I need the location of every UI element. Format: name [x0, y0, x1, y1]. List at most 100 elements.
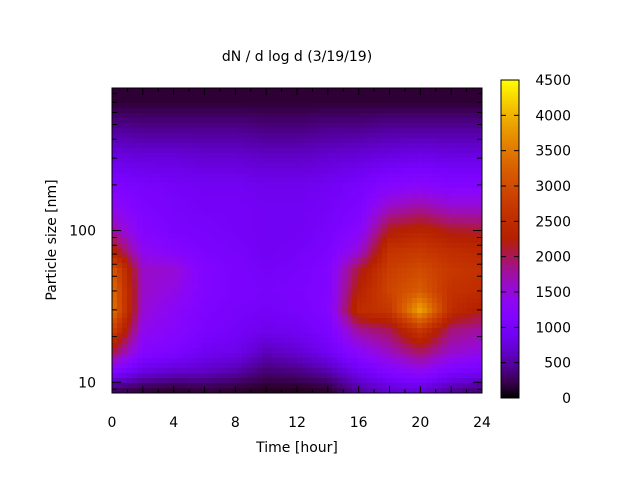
heatmap-cell: [402, 93, 408, 99]
heatmap-cell: [272, 263, 278, 269]
heatmap-cell: [432, 223, 438, 229]
heatmap-cell: [212, 333, 218, 339]
heatmap-cell: [417, 388, 423, 393]
heatmap-cell: [302, 378, 308, 384]
heatmap-cell: [377, 368, 383, 374]
heatmap-cell: [122, 243, 128, 249]
heatmap-cell: [262, 153, 268, 159]
heatmap-cell: [237, 313, 243, 319]
heatmap-cell: [202, 223, 208, 229]
heatmap-cell: [242, 288, 248, 294]
heatmap-cell: [437, 198, 443, 204]
heatmap-cell: [222, 193, 228, 199]
heatmap-cell: [322, 283, 328, 289]
heatmap-cell: [407, 128, 413, 134]
heatmap-cell: [437, 298, 443, 304]
heatmap-cell: [452, 123, 458, 129]
heatmap-cell: [452, 378, 458, 384]
heatmap-cell: [312, 288, 318, 294]
heatmap-cell: [247, 153, 253, 159]
heatmap-cell: [462, 88, 468, 94]
heatmap-cell: [432, 373, 438, 379]
heatmap-cell: [217, 148, 223, 154]
heatmap-cell: [462, 108, 468, 114]
heatmap-cell: [317, 103, 323, 109]
heatmap-cell: [242, 108, 248, 114]
heatmap-cell: [367, 88, 373, 94]
heatmap-cell: [452, 233, 458, 239]
heatmap-cell: [352, 153, 358, 159]
heatmap-cell: [287, 303, 293, 309]
heatmap-cell: [327, 303, 333, 309]
heatmap-cell: [372, 193, 378, 199]
heatmap-cell: [392, 308, 398, 314]
heatmap-cell: [177, 193, 183, 199]
heatmap-cell: [287, 323, 293, 329]
heatmap-cell: [447, 238, 453, 244]
y-tick-label: 100: [69, 224, 96, 240]
heatmap-cell: [392, 178, 398, 184]
heatmap-cell: [312, 188, 318, 194]
heatmap-cell: [367, 178, 373, 184]
heatmap-cell: [367, 228, 373, 234]
heatmap-cell: [237, 88, 243, 94]
heatmap-cell: [407, 233, 413, 239]
heatmap-cell: [322, 108, 328, 114]
heatmap-cell: [367, 338, 373, 344]
heatmap-cell: [252, 238, 258, 244]
heatmap-cell: [452, 248, 458, 254]
heatmap-cell: [472, 113, 478, 119]
heatmap-cell: [212, 318, 218, 324]
heatmap-cell: [292, 388, 298, 393]
heatmap-cell: [387, 133, 393, 139]
heatmap-cell: [392, 363, 398, 369]
heatmap-cell: [462, 138, 468, 144]
heatmap-cell: [137, 298, 143, 304]
heatmap-cell: [467, 138, 473, 144]
heatmap-cell: [187, 353, 193, 359]
heatmap-cell: [172, 368, 178, 374]
heatmap-cell: [422, 93, 428, 99]
heatmap-cell: [302, 168, 308, 174]
heatmap-cell: [392, 218, 398, 224]
heatmap-cell: [282, 168, 288, 174]
heatmap-cell: [477, 388, 482, 393]
heatmap-cell: [112, 253, 118, 259]
heatmap-cell: [207, 128, 213, 134]
heatmap-cell: [162, 93, 168, 99]
heatmap-cell: [312, 148, 318, 154]
heatmap-cell: [127, 113, 133, 119]
heatmap-cell: [382, 143, 388, 149]
heatmap-cell: [332, 318, 338, 324]
heatmap-cell: [242, 308, 248, 314]
heatmap-cell: [387, 338, 393, 344]
heatmap-cell: [322, 323, 328, 329]
heatmap-cell: [447, 143, 453, 149]
heatmap-cell: [407, 293, 413, 299]
heatmap-cell: [167, 163, 173, 169]
heatmap-cell: [207, 388, 213, 393]
heatmap-cell: [272, 328, 278, 334]
heatmap-cell: [332, 323, 338, 329]
heatmap-cell: [457, 363, 463, 369]
heatmap-cell: [277, 158, 283, 164]
heatmap-cell: [257, 133, 263, 139]
heatmap-cell: [147, 138, 153, 144]
heatmap-cell: [202, 188, 208, 194]
heatmap-cell: [457, 188, 463, 194]
heatmap-cell: [232, 153, 238, 159]
heatmap-cell: [367, 213, 373, 219]
heatmap-cell: [397, 318, 403, 324]
heatmap-cell: [387, 308, 393, 314]
heatmap-cell: [122, 88, 128, 94]
heatmap-cell: [332, 378, 338, 384]
heatmap-cell: [472, 213, 478, 219]
heatmap-cell: [162, 168, 168, 174]
heatmap-cell: [132, 208, 138, 214]
heatmap-cell: [442, 253, 448, 259]
heatmap-cell: [132, 358, 138, 364]
heatmap-cell: [282, 103, 288, 109]
heatmap-cell: [112, 258, 118, 264]
heatmap-cell: [347, 338, 353, 344]
heatmap-cell: [137, 253, 143, 259]
